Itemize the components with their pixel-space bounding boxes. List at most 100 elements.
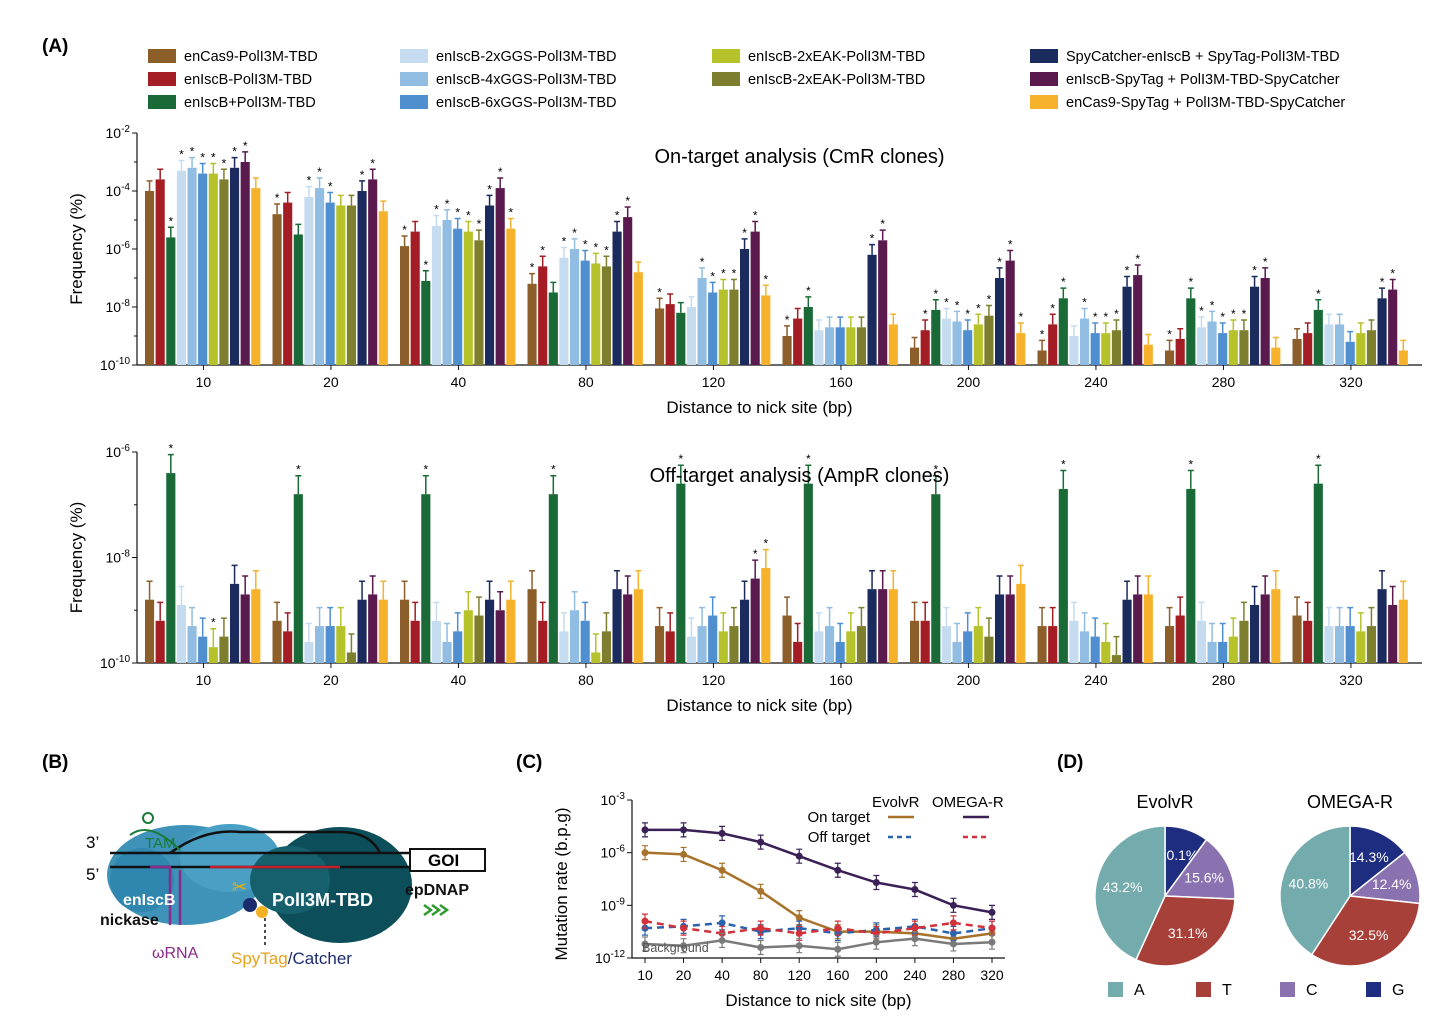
bar — [1186, 488, 1196, 663]
error-bar — [1049, 606, 1056, 627]
significance-star: * — [763, 537, 768, 551]
error-bar — [794, 307, 801, 319]
bar — [846, 327, 856, 365]
legend-label: enCas9-PolI3M-TBD — [184, 49, 318, 65]
series-error-bar — [642, 913, 648, 929]
x-tick-label: 160 — [829, 672, 853, 688]
bar — [750, 578, 760, 663]
significance-star: * — [732, 266, 737, 280]
bar — [1175, 615, 1185, 663]
error-bar — [422, 270, 429, 281]
error-bar — [199, 162, 206, 174]
error-bar — [592, 633, 599, 653]
error-bar — [210, 627, 217, 648]
bar — [1058, 298, 1068, 365]
significance-star: * — [1220, 310, 1225, 324]
bar — [198, 636, 208, 663]
bar — [782, 336, 792, 365]
bar — [1335, 626, 1345, 663]
on-target-chart: 10-10 10-8 10-6 10-4 10-2 10 * * * * * * * * 20 * * * * * * 4… — [67, 124, 1422, 417]
x-tick-label: 280 — [1212, 374, 1236, 390]
x-tick-label: 320 — [980, 967, 1004, 983]
error-bar — [1400, 580, 1407, 600]
error-bar — [316, 606, 323, 627]
x-axis-title: Distance to nick site (bp) — [666, 696, 852, 715]
series-error-bar — [989, 904, 995, 920]
significance-star: * — [1316, 287, 1321, 301]
significance-star: * — [508, 206, 513, 220]
bar — [878, 589, 888, 663]
bar — [580, 620, 590, 663]
bar — [325, 626, 335, 663]
series-error-bar — [719, 825, 726, 841]
error-bar — [412, 601, 419, 621]
error-bar — [1325, 313, 1332, 325]
bar — [1218, 641, 1228, 663]
significance-star: * — [222, 156, 227, 170]
bar — [346, 205, 356, 365]
error-bar — [762, 548, 769, 569]
error-bar — [422, 474, 429, 495]
bar — [708, 292, 718, 365]
series-error-bar — [950, 936, 957, 952]
error-bar — [157, 168, 164, 180]
background-label: Background — [642, 941, 709, 955]
significance-star: * — [880, 217, 885, 231]
error-bar — [1347, 330, 1354, 342]
bar — [378, 599, 388, 663]
strand-3-label: 3’ — [86, 833, 99, 852]
bar — [240, 162, 250, 365]
bar — [1366, 330, 1376, 365]
error-bar — [1262, 267, 1269, 278]
bar — [941, 318, 951, 365]
error-bar — [1240, 319, 1247, 331]
pie-title: OMEGA-R — [1307, 792, 1393, 812]
bar — [973, 324, 983, 365]
error-bar — [996, 575, 1003, 595]
significance-star: * — [1114, 307, 1119, 321]
error-bar — [709, 281, 716, 293]
error-bar — [1177, 596, 1184, 616]
slash-label: / — [288, 949, 293, 968]
bar — [888, 589, 898, 663]
bar — [208, 647, 218, 663]
x-tick-label: 40 — [451, 374, 467, 390]
error-bar — [348, 633, 355, 653]
bar — [357, 191, 367, 365]
bar — [952, 641, 962, 663]
significance-star: * — [1188, 275, 1193, 289]
error-bar — [1357, 612, 1364, 632]
x-tick-label: 120 — [702, 374, 726, 390]
error-bar — [465, 220, 472, 232]
bar — [601, 266, 611, 365]
error-bar — [996, 267, 1003, 278]
legend-swatch — [1030, 95, 1058, 109]
error-bar — [571, 591, 578, 611]
series-error-bar — [873, 874, 880, 891]
bar — [1111, 655, 1121, 663]
series-error-bar — [757, 939, 764, 956]
bar — [601, 631, 611, 663]
bar — [474, 240, 484, 365]
error-bar — [1294, 328, 1301, 339]
error-bar — [943, 606, 950, 627]
bar — [570, 610, 580, 663]
bar — [1271, 347, 1281, 365]
significance-star: * — [1390, 266, 1395, 280]
x-tick-label: 280 — [942, 967, 966, 983]
significance-star: * — [955, 298, 960, 312]
x-tick-label: 200 — [865, 967, 889, 983]
error-bar — [815, 612, 822, 632]
bar — [708, 615, 718, 663]
error-bar — [529, 569, 536, 590]
series-error-bar — [873, 934, 880, 950]
series-error-bar — [950, 915, 957, 931]
bar — [431, 225, 441, 365]
bar — [665, 631, 675, 663]
bar — [718, 631, 728, 663]
error-bar — [699, 606, 706, 627]
error-bar — [624, 206, 631, 218]
y-tick-label: 10-10 — [100, 356, 130, 373]
error-bar — [932, 474, 939, 495]
pie-legend-swatch — [1366, 982, 1381, 997]
